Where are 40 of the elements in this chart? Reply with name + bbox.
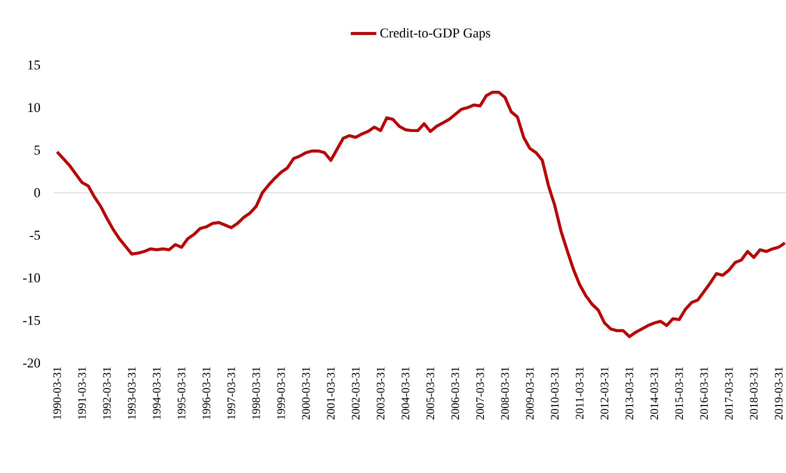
legend-label: Credit-to-GDP Gaps bbox=[380, 28, 490, 40]
x-tick-label: 2006-03-31 bbox=[451, 367, 460, 420]
x-tick-label: 2001-03-31 bbox=[326, 367, 335, 420]
line-series bbox=[56, 90, 786, 338]
x-tick-label: 1994-03-31 bbox=[152, 367, 160, 419]
x-tick-label: 1997-03-31 bbox=[227, 367, 236, 419]
x-tick-label: 2004-03-31 bbox=[402, 367, 410, 420]
x-tick-label: 1991-03-31 bbox=[78, 367, 86, 419]
x-tick-label: 1999-03-31 bbox=[277, 367, 285, 419]
y-tick-label: 5 bbox=[34, 146, 40, 155]
x-tick-label: 2009-03-31 bbox=[526, 367, 534, 420]
x-tick-label: 2002-03-31 bbox=[352, 367, 360, 420]
x-tick-label: 2013-03-31 bbox=[626, 367, 634, 420]
x-tick-label: 2007-03-31 bbox=[476, 367, 484, 420]
x-tick-label: 2019-03-31 bbox=[774, 367, 783, 420]
y-tick-label: -20 bbox=[23, 358, 40, 368]
x-tick-label: 2018-03-31 bbox=[750, 367, 758, 420]
y-tick-label: -10 bbox=[23, 273, 40, 282]
x-tick-label: 2014-03-31 bbox=[650, 367, 658, 420]
x-tick-label: 1998-03-31 bbox=[252, 367, 260, 419]
x-tick-label: 2003-03-31 bbox=[376, 367, 384, 420]
x-tick-label: 2005-03-31 bbox=[426, 367, 434, 420]
y-tick-label: 15 bbox=[28, 60, 40, 70]
x-tick-label: 1992-03-31 bbox=[103, 367, 111, 419]
x-tick-label: 1990-03-31 bbox=[53, 367, 61, 419]
x-tick-label: 1996-03-31 bbox=[202, 367, 210, 419]
x-tick-label: 2008-03-31 bbox=[501, 367, 509, 420]
x-tick-label: 2016-03-31 bbox=[700, 367, 708, 420]
y-tick-label: -5 bbox=[30, 230, 40, 240]
x-tick-label: 2000-03-31 bbox=[302, 367, 310, 420]
x-tick-label: 1993-03-31 bbox=[128, 367, 136, 419]
x-tick-label: 2017-03-31 bbox=[725, 367, 733, 420]
x-tick-label: 2011-03-31 bbox=[576, 367, 584, 420]
x-tick-label: 1995-03-31 bbox=[178, 367, 186, 419]
x-tick-label: 2010-03-31 bbox=[550, 367, 559, 420]
x-tick-label: 2012-03-31 bbox=[600, 367, 608, 420]
y-tick-label: -15 bbox=[23, 316, 40, 325]
y-tick-label: 10 bbox=[28, 103, 40, 112]
y-tick-label: 0 bbox=[34, 188, 40, 198]
x-tick-label: 2015-03-31 bbox=[675, 367, 684, 420]
